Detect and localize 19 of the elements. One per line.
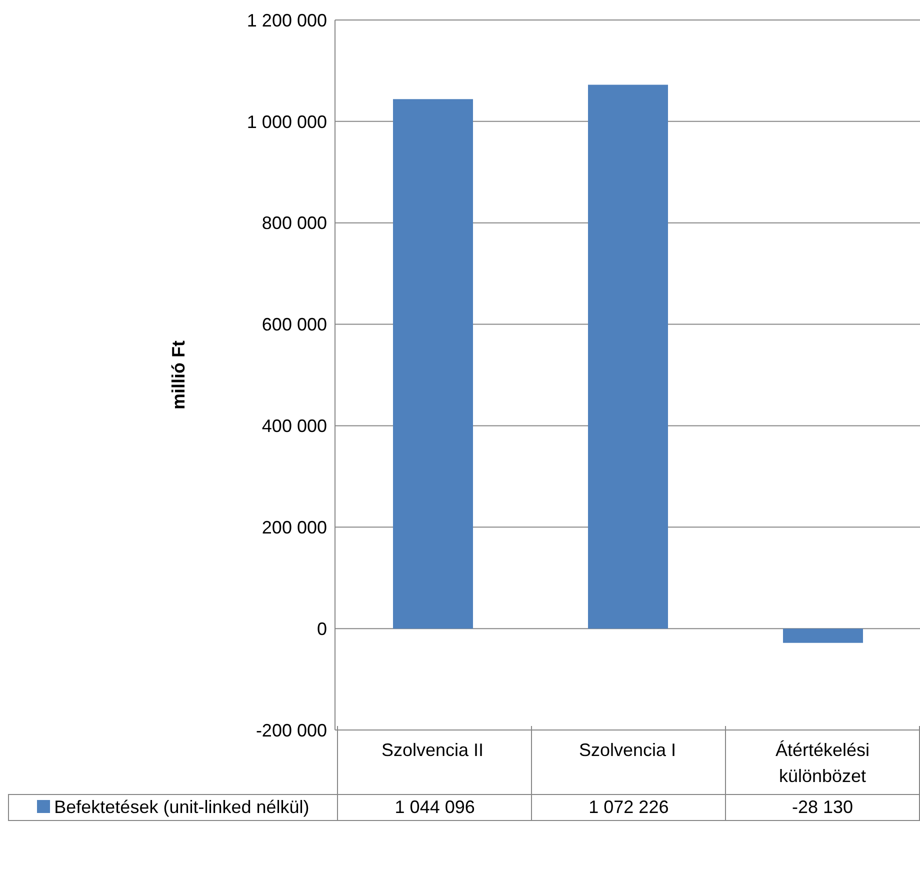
y-tick-label: 400 000 bbox=[262, 416, 327, 436]
y-tick-label: 800 000 bbox=[262, 213, 327, 234]
data-label: 1 072 226 bbox=[532, 794, 726, 820]
data-label: -28 130 bbox=[726, 794, 920, 820]
x-tick-label: Szolvencia I bbox=[578, 740, 676, 760]
y-tick-label: 1 000 000 bbox=[246, 112, 327, 132]
y-tick-label: 200 000 bbox=[262, 518, 327, 538]
y-tick-label: 600 000 bbox=[262, 314, 327, 335]
bar bbox=[588, 84, 668, 629]
y-tick-label: 0 bbox=[316, 618, 327, 639]
bar bbox=[783, 628, 863, 643]
y-axis-title: millió Ft bbox=[168, 340, 188, 410]
bar bbox=[393, 99, 473, 629]
legend-label: Befektetések (unit-linked nélkül) bbox=[54, 796, 310, 816]
y-tick-label: 1 200 000 bbox=[246, 10, 327, 30]
x-tick-label: Átértékelési különbözet bbox=[775, 740, 870, 786]
y-tick-label: -200 000 bbox=[256, 720, 327, 740]
data-label: 1 044 096 bbox=[338, 794, 532, 820]
x-tick-label: Szolvencia II bbox=[381, 740, 484, 760]
